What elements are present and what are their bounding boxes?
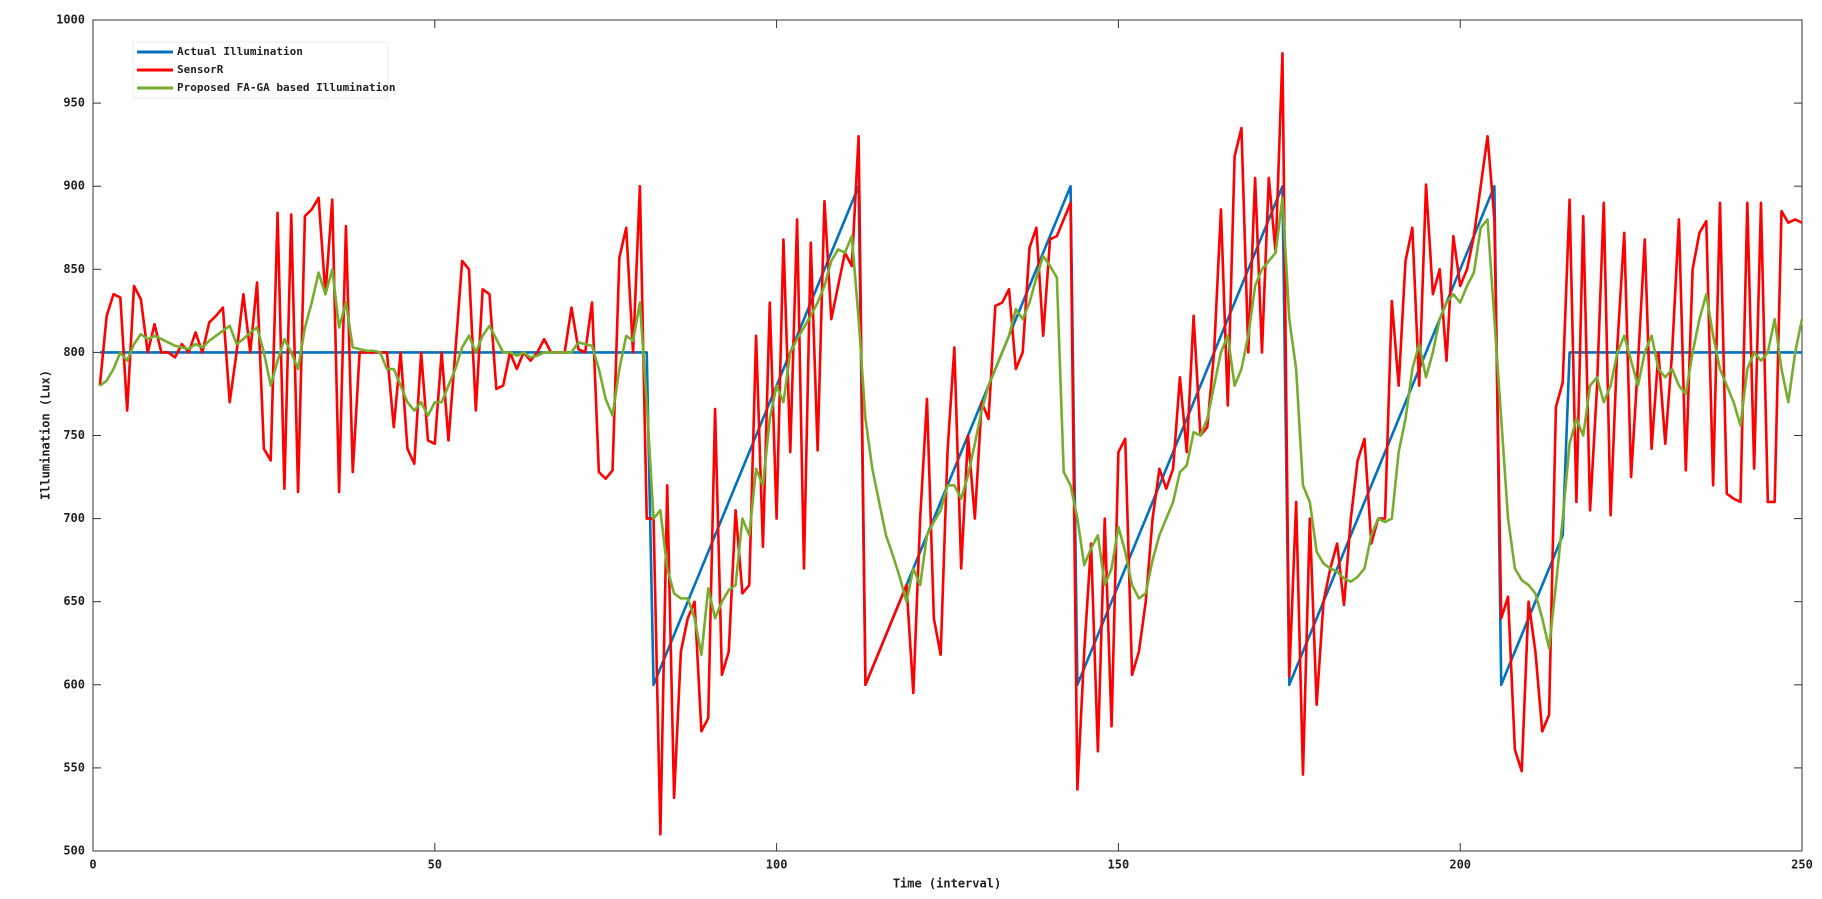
y-tick-label: 850: [63, 262, 85, 276]
y-tick-label: 700: [63, 511, 85, 525]
legend-label: SensorR: [177, 63, 224, 76]
legend-label: Actual Illumination: [177, 45, 303, 58]
y-tick-label: 650: [63, 594, 85, 608]
y-tick-label: 600: [63, 677, 85, 691]
x-tick-label: 250: [1791, 858, 1813, 872]
legend-label: Proposed FA-GA based Illumination: [177, 81, 396, 94]
legend: Actual Illumination SensorR Proposed FA-GA…: [132, 41, 396, 99]
x-axis-label: Time (interval): [893, 877, 1001, 891]
y-tick-label: 950: [63, 96, 85, 110]
y-tick-label: 500: [63, 844, 85, 858]
x-tick-label: 100: [766, 858, 788, 872]
series-line: [99, 196, 1804, 657]
y-tick-label: 750: [63, 428, 85, 442]
y-tick-label: 1000: [56, 13, 85, 27]
y-tick-label: 550: [63, 760, 85, 774]
x-tick-label: 0: [89, 858, 96, 872]
y-tick-label: 800: [63, 345, 85, 359]
series-line: [98, 51, 1803, 836]
y-axis-label: Illumination (Lux): [39, 370, 53, 500]
x-tick-label: 150: [1108, 858, 1130, 872]
y-tick-label: 900: [63, 179, 85, 193]
x-tick-label: 50: [428, 858, 442, 872]
x-tick-label: 200: [1449, 858, 1471, 872]
legend-box: [132, 41, 389, 99]
